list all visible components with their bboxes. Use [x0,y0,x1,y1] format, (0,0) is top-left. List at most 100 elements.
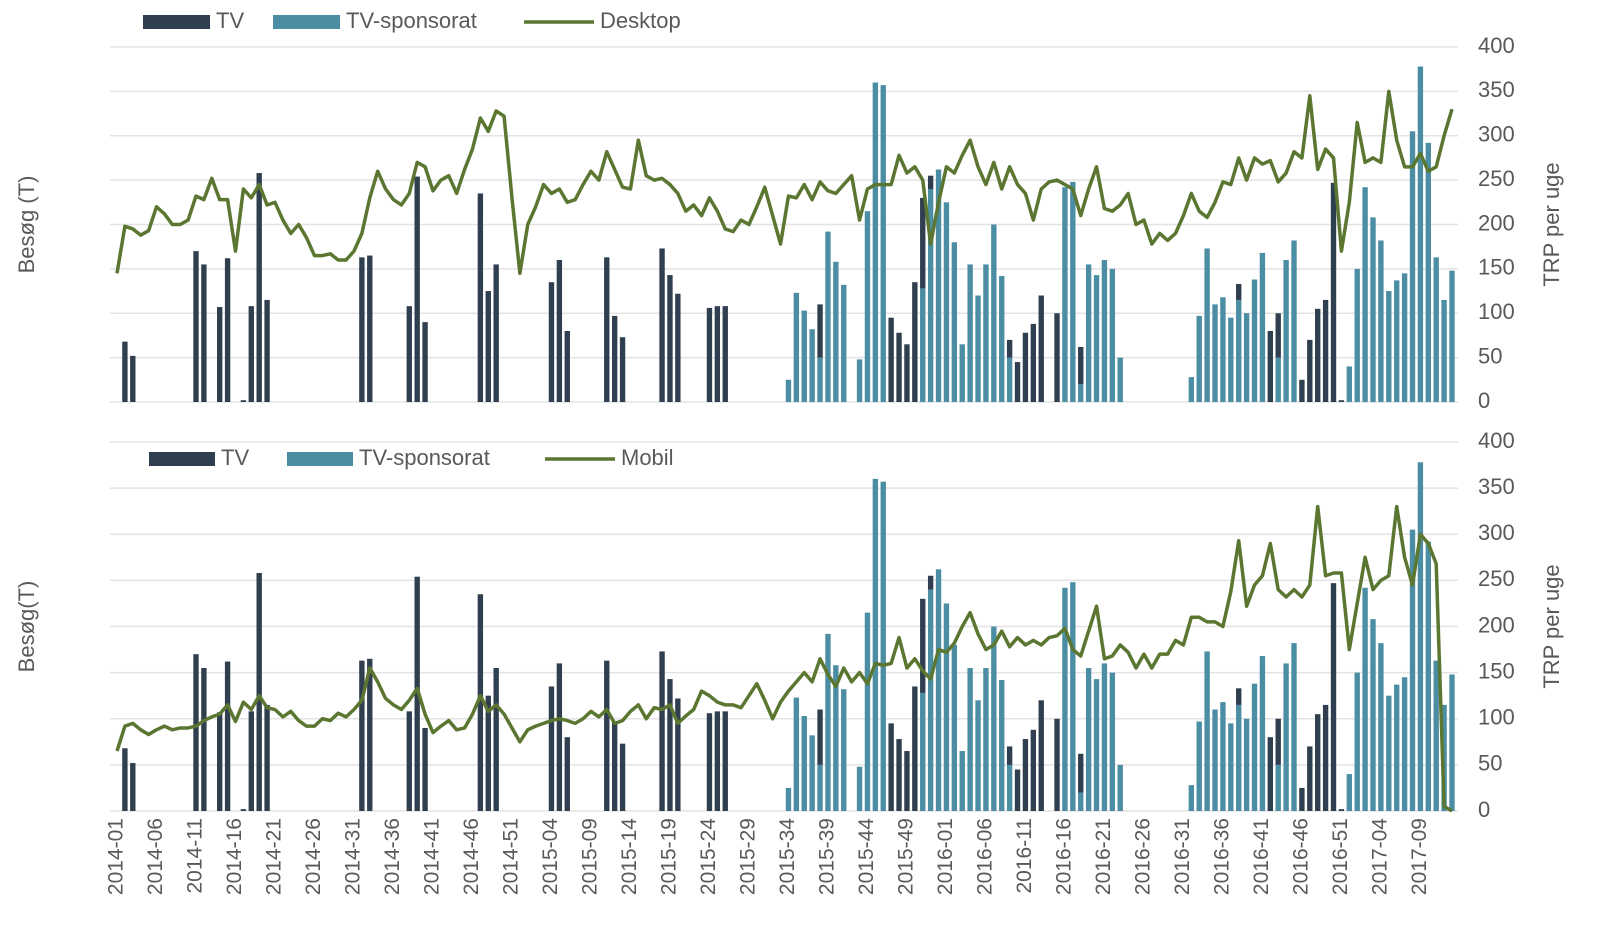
bar [493,264,499,402]
bar [1330,182,1337,402]
y2-axis-label: TRP per uge [1539,564,1564,688]
y-tick-label: 100 [1478,299,1515,324]
legend-label: TV [221,445,249,470]
bar [193,654,199,811]
bar [1378,240,1384,402]
bar [1038,700,1044,811]
bar [1275,357,1281,402]
bar [406,306,412,402]
bar [1228,723,1234,811]
bar [1030,323,1037,402]
bar [1330,583,1337,811]
bar [264,704,270,811]
bar [1101,663,1108,811]
bar [556,663,563,811]
bar [1275,313,1281,358]
bar [1070,582,1076,811]
x-tick-label: 2014-26 [302,818,325,895]
bar [1078,792,1084,811]
bar [1030,729,1037,811]
bar [217,712,223,811]
bar [1291,643,1297,811]
bar [872,478,879,811]
x-tick-label: 2014-36 [381,818,404,895]
bar [1441,299,1447,402]
x-tick-label: 2015-19 [658,818,681,895]
x-tick-label: 2015-29 [736,818,759,895]
bar [825,231,831,402]
bar [841,689,847,811]
y-tick-label: 200 [1478,612,1515,637]
bar [1014,769,1021,811]
y-tick-label: 50 [1478,751,1502,776]
y-tick-label: 200 [1478,210,1515,235]
line-series [115,89,1454,276]
bar [619,337,626,402]
y-tick-label: 0 [1478,797,1490,822]
bar [548,282,555,402]
bar [1093,275,1100,402]
bar [1251,279,1258,402]
bar [224,258,231,402]
bar [1362,187,1368,402]
bar [793,292,800,402]
x-tick-label: 2016-06 [973,818,996,895]
bar [1188,785,1195,811]
bar [667,679,673,811]
bar [659,651,665,811]
bar [912,686,918,811]
bar [1117,357,1123,402]
bar [722,711,728,811]
bar [564,331,570,402]
bar [1236,283,1242,300]
bar [1236,688,1242,705]
y-axis-label: Besøg(T) [14,581,39,673]
x-tick-label: 2014-11 [184,818,207,894]
bar [991,224,997,402]
bar [248,711,254,811]
bar [1386,695,1392,811]
y-tick-label: 50 [1478,343,1502,368]
bar [1322,704,1329,811]
bar [801,715,807,811]
line-series [115,504,1453,813]
bar [1085,668,1092,811]
bar [856,359,863,402]
bar [1220,702,1226,811]
y-tick-label: 400 [1478,428,1515,453]
bar [833,665,839,811]
bar [1243,313,1250,402]
bar [667,275,673,402]
x-tick-label: 2014-06 [144,818,167,895]
bar [722,306,728,402]
bar [422,727,428,811]
x-tick-label: 2015-44 [855,818,878,895]
bar [817,764,823,811]
bar [1093,679,1100,811]
x-tick-label: 2014-01 [105,818,128,895]
bar [1038,295,1044,402]
x-tick-label: 2014-31 [342,818,365,895]
bar [1449,270,1455,402]
bar [1236,704,1242,811]
bar [959,344,965,402]
bar [240,400,247,402]
bar [706,713,713,811]
x-tick-label: 2016-11 [1013,818,1036,894]
bar [785,787,792,811]
bar [1054,718,1060,811]
bar [1283,260,1289,402]
x-tick-label: 2015-24 [697,818,720,895]
bar [975,295,981,402]
bar [217,307,223,402]
bar [809,329,815,402]
legend-swatch [273,15,340,29]
bar [872,82,879,402]
legend-swatch [143,15,210,29]
bar [477,594,484,811]
bar [1449,674,1455,811]
bar [1204,248,1210,402]
x-tick-label: 2015-14 [618,818,641,895]
bar [864,612,871,811]
bar [224,661,231,811]
